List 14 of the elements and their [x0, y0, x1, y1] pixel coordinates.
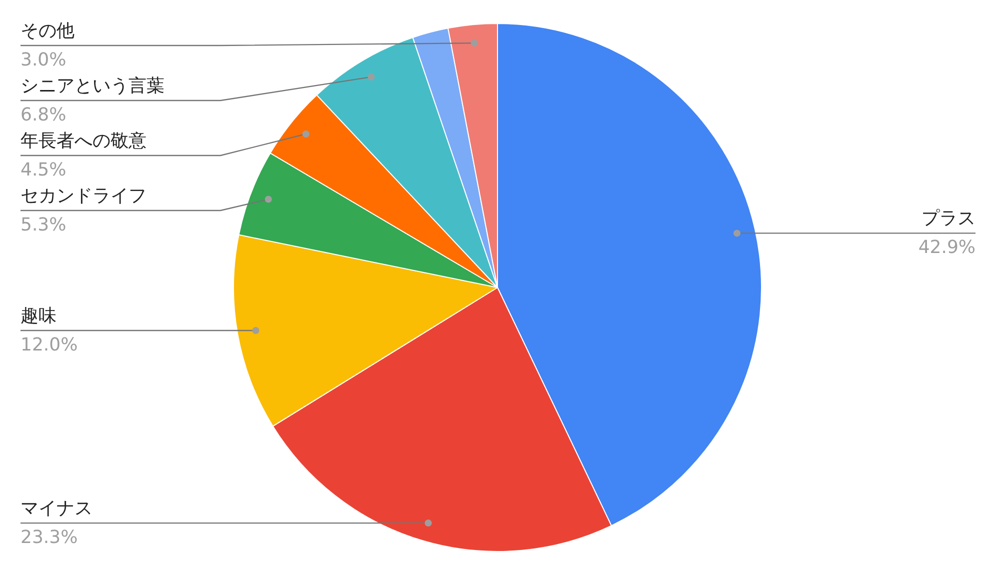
- slice-label: 趣味: [20, 305, 56, 326]
- data-label: 23.3%: [20, 527, 78, 548]
- slice-label: 年長者への敬意: [20, 130, 146, 152]
- data-label: 3.0%: [20, 50, 66, 70]
- data-label: 12.0%: [20, 334, 78, 356]
- data-label: 6.8%: [20, 104, 66, 126]
- slice-label: セカンドライフ: [20, 186, 146, 206]
- data-label: 5.3%: [20, 214, 66, 236]
- data-label: 42.9%: [918, 237, 976, 258]
- data-label: 4.5%: [20, 160, 66, 180]
- slice-label: マイナス: [20, 498, 92, 520]
- slice-label: プラス: [922, 208, 976, 230]
- slice-label: シニアという言葉: [20, 76, 164, 96]
- slice-label: その他: [20, 20, 74, 42]
